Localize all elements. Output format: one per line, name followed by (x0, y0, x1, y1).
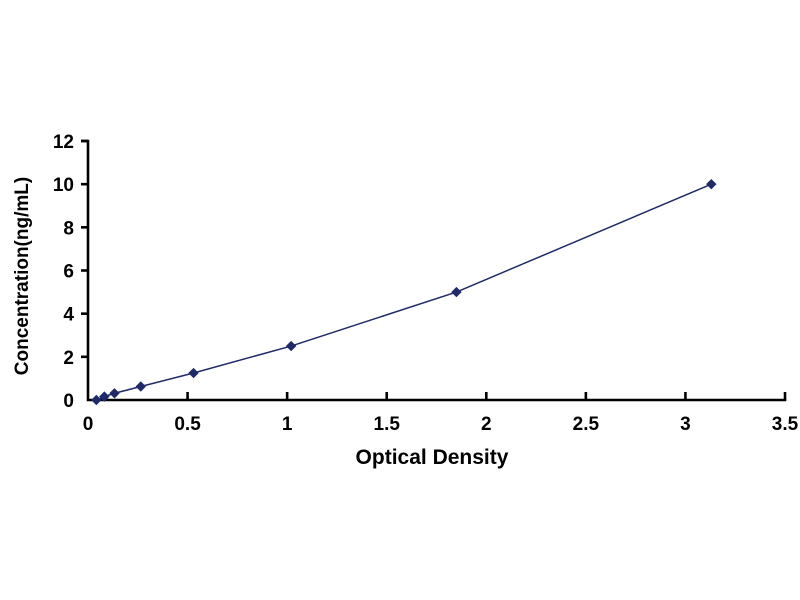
x-tick-label-3.5: 3.5 (772, 414, 799, 435)
y-tick-label-8: 8 (63, 218, 74, 239)
y-axis-tick-labels: 0 2 4 6 8 10 12 (53, 132, 75, 412)
x-tick-label-0: 0 (83, 414, 94, 435)
x-axis-tick-labels: 0 0.5 1 1.5 2 2.5 3 3.5 (83, 414, 799, 435)
x-axis-ticks (186, 392, 687, 400)
y-tick-label-2: 2 (63, 348, 74, 369)
y-tick-label-12: 12 (53, 132, 74, 153)
y-tick-label-6: 6 (63, 262, 74, 283)
data-point-marker (706, 178, 717, 190)
y-tick-label-4: 4 (63, 305, 74, 326)
axes-group (81, 139, 787, 402)
data-point-marker (451, 286, 462, 298)
data-point-marker (109, 388, 120, 399)
x-tick-label-2.5: 2.5 (573, 414, 600, 435)
x-tick-label-1: 1 (282, 414, 293, 435)
data-point-marker (135, 381, 146, 392)
x-tick-label-2: 2 (481, 414, 492, 435)
data-series-group (91, 178, 717, 406)
series-line-0 (96, 183, 712, 401)
y-axis-ticks (81, 139, 88, 359)
x-tick-label-3: 3 (680, 414, 691, 435)
data-point-marker (99, 391, 110, 402)
axis-lines (86, 139, 787, 402)
data-point-marker (285, 340, 297, 352)
y-tick-label-10: 10 (53, 175, 74, 196)
x-tick-label-0.5: 0.5 (174, 414, 201, 435)
y-tick-label-0: 0 (63, 391, 74, 412)
data-point-marker (188, 367, 199, 379)
x-tick-label-1.5: 1.5 (374, 414, 401, 435)
x-axis-title: Optical Density (356, 446, 509, 469)
y-axis-title: Concentration(ng/mL) (12, 177, 33, 375)
data-point-marker (91, 394, 102, 406)
